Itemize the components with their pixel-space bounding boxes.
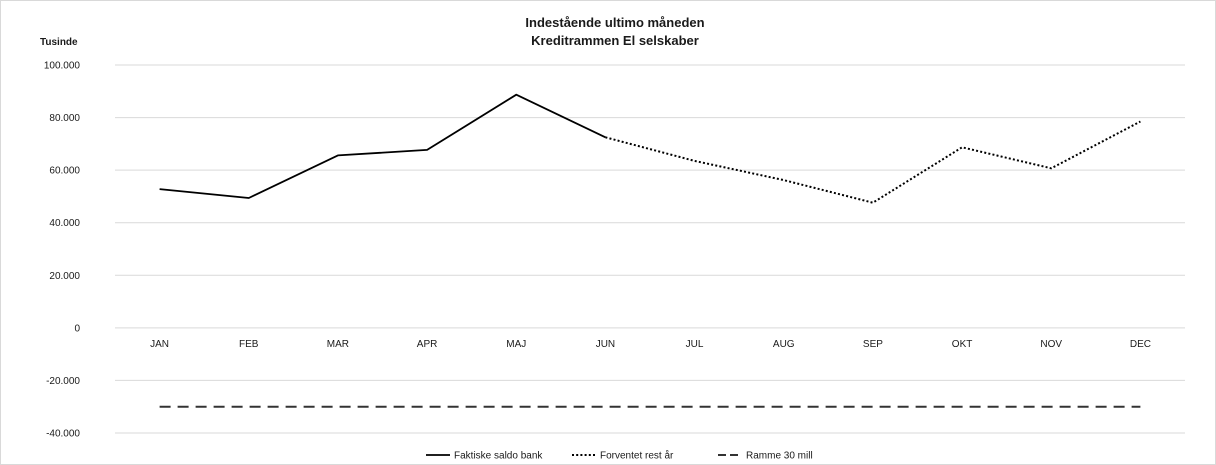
x-tick-label: MAJ — [506, 339, 526, 350]
x-tick-label: JUN — [596, 339, 615, 350]
y-tick-label: 100.000 — [44, 61, 81, 72]
y-axis-ticks: 100.000 80.000 60.000 40.000 20.000 0 -20.000 -… — [44, 61, 81, 440]
x-tick-label: JAN — [150, 339, 169, 350]
y-tick-label: 20.000 — [49, 271, 80, 282]
x-tick-label: NOV — [1040, 339, 1062, 350]
series-lines — [159, 93, 1141, 408]
x-tick-label: AUG — [773, 339, 795, 350]
y-tick-label: -40.000 — [46, 429, 80, 440]
x-tick-label: DEC — [1130, 339, 1151, 350]
series-line-0 — [159, 93, 606, 199]
x-tick-label: JUL — [686, 339, 704, 350]
legend-label: Forventet rest år — [600, 450, 674, 462]
y-tick-label: 0 — [74, 323, 80, 334]
y-tick-label: 80.000 — [49, 113, 80, 124]
x-tick-label: APR — [417, 339, 438, 350]
series-line-1 — [605, 120, 1141, 204]
x-tick-label: FEB — [239, 339, 259, 350]
legend: Faktiske saldo bank Forventet rest år Ramm… — [426, 450, 813, 462]
legend-label: Ramme 30 mill — [746, 451, 813, 462]
y-axis-unit-label: Tusinde — [40, 37, 78, 48]
y-tick-label: -20.000 — [46, 376, 80, 387]
y-tick-label: 40.000 — [49, 218, 80, 229]
chart-title: Indestående ultimo måneden — [525, 15, 704, 30]
chart-subtitle: Kreditrammen El selskaber — [531, 33, 699, 48]
x-axis-ticks: JAN FEB MAR APR MAJ JUN JUL AUG SEP OKT NOV DEC — [150, 339, 1151, 350]
x-tick-label: OKT — [952, 339, 973, 350]
y-tick-label: 60.000 — [49, 166, 80, 177]
gridlines — [115, 64, 1185, 434]
x-tick-label: MAR — [327, 339, 349, 350]
x-tick-label: SEP — [863, 339, 883, 350]
legend-label: Faktiske saldo bank — [454, 451, 543, 462]
